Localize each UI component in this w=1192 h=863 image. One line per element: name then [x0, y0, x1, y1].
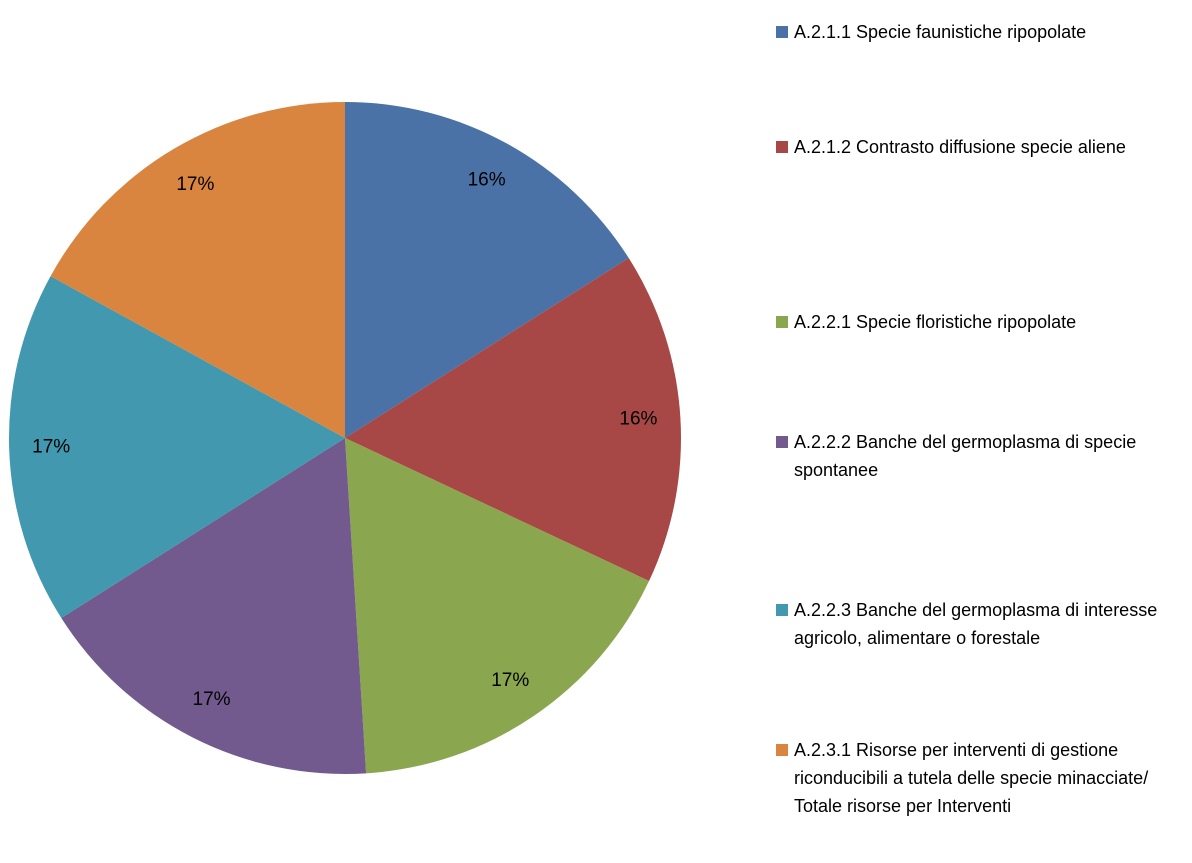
- pie-slice: [345, 438, 650, 774]
- legend-swatch: [776, 744, 788, 756]
- legend-entry: A.2.1.2 Contrasto diffusione specie alie…: [776, 133, 1126, 161]
- legend-label: A.2.3.1 Risorse per interventi di gestio…: [794, 740, 1149, 816]
- legend-label: A.2.2.2 Banche del germoplasma di specie…: [794, 432, 1137, 480]
- pie-slice: [61, 438, 367, 774]
- legend-swatch: [776, 316, 788, 328]
- data-label: 17%: [32, 436, 70, 457]
- legend-entry: A.2.3.1 Risorse per interventi di gestio…: [776, 736, 1181, 820]
- legend-swatch: [776, 604, 788, 616]
- legend-entry: A.2.1.1 Specie faunistiche ripopolate: [776, 18, 1086, 46]
- data-label: 17%: [193, 689, 231, 710]
- legend-label: A.2.2.1 Specie floristiche ripopolate: [794, 312, 1077, 332]
- legend-swatch: [776, 26, 788, 38]
- pie-slice: [345, 257, 681, 582]
- data-label: 16%: [468, 169, 506, 190]
- pie-slice: [345, 102, 629, 438]
- legend-entry: A.2.2.1 Specie floristiche ripopolate: [776, 308, 1076, 336]
- legend-swatch: [776, 436, 788, 448]
- legend-entry: A.2.2.3 Banche del germoplasma di intere…: [776, 596, 1181, 652]
- data-label: 16%: [619, 409, 657, 430]
- chart: 16% 16% 17% 17% 17% 17%: [9, 102, 681, 774]
- legend-swatch: [776, 141, 788, 153]
- pie-slice: [9, 276, 346, 619]
- data-label: 17%: [176, 174, 214, 195]
- legend-label: A.2.1.1 Specie faunistiche ripopolate: [794, 22, 1087, 42]
- legend-label: A.2.1.2 Contrasto diffusione specie alie…: [794, 137, 1126, 157]
- pie-slice: [50, 102, 346, 438]
- data-label: 17%: [491, 670, 529, 691]
- legend-label: A.2.2.3 Banche del germoplasma di intere…: [794, 600, 1158, 648]
- legend-entry: A.2.2.2 Banche del germoplasma di specie…: [776, 428, 1181, 484]
